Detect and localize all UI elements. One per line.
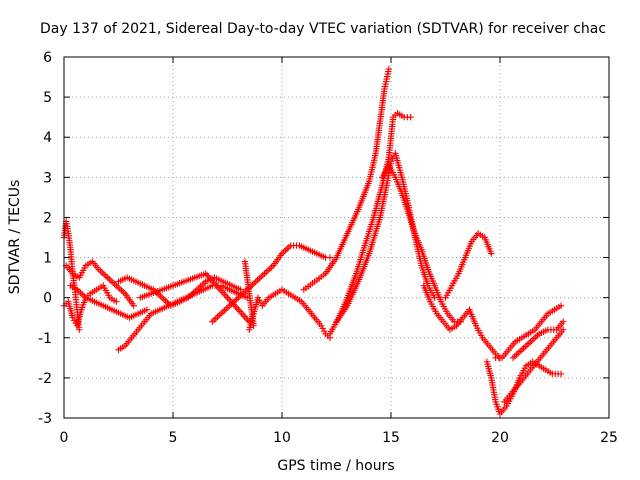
data-point bbox=[557, 302, 565, 309]
plot-frame bbox=[63, 56, 610, 419]
y-tick-label: -2 bbox=[38, 371, 52, 387]
x-tick-label: 20 bbox=[491, 430, 509, 446]
y-tick-label: 0 bbox=[43, 291, 52, 307]
satellite-track-19 bbox=[501, 326, 567, 406]
satellite-track-9 bbox=[246, 286, 334, 341]
y-axis-label: SDTVAR / TECUs bbox=[7, 180, 23, 295]
y-tick-labels: -3 -2 -1 0 1 2 3 4 5 6 bbox=[38, 50, 52, 427]
satellite-track-17 bbox=[483, 358, 565, 418]
satellite-track-13 bbox=[333, 150, 438, 325]
x-tick-label: 10 bbox=[273, 430, 291, 446]
data-point bbox=[326, 254, 334, 261]
satellite-track-20 bbox=[509, 318, 567, 362]
x-tick-labels: 0 5 10 15 20 25 bbox=[60, 430, 618, 446]
x-axis-label: GPS time / hours bbox=[277, 458, 394, 474]
x-tick-label: 15 bbox=[382, 430, 400, 446]
y-tick-label: 4 bbox=[43, 130, 52, 146]
y-tick-label: 3 bbox=[43, 170, 52, 186]
satellite-track-16 bbox=[442, 230, 495, 301]
data-point bbox=[113, 298, 120, 305]
satellite-track-4 bbox=[67, 282, 151, 321]
data-point bbox=[560, 318, 567, 325]
y-tick-label: -3 bbox=[38, 411, 52, 427]
satellite-track-12 bbox=[326, 109, 414, 337]
x-tick-label: 5 bbox=[169, 430, 178, 446]
y-tick-label: 6 bbox=[43, 50, 52, 66]
data-point bbox=[385, 65, 393, 73]
y-tick-label: 5 bbox=[43, 90, 52, 106]
satellite-track-15 bbox=[420, 282, 504, 362]
axis-ticks bbox=[63, 56, 610, 419]
data-point bbox=[143, 306, 151, 313]
data-point bbox=[431, 294, 438, 301]
satellite-track-2 bbox=[60, 282, 120, 329]
data-points bbox=[60, 65, 567, 418]
data-point bbox=[407, 113, 414, 121]
satellite-track-10 bbox=[241, 258, 257, 329]
data-point bbox=[557, 370, 565, 378]
satellite-track-14 bbox=[379, 162, 464, 325]
grid-lines bbox=[64, 57, 609, 418]
satellite-track-7 bbox=[137, 270, 253, 325]
data-point bbox=[560, 326, 567, 333]
y-tick-label: 2 bbox=[43, 210, 52, 226]
satellite-track-8 bbox=[209, 242, 334, 325]
data-point bbox=[130, 302, 137, 309]
chart-title: Day 137 of 2021, Sidereal Day-to-day VTE… bbox=[40, 21, 606, 37]
data-point bbox=[250, 322, 257, 329]
satellite-track-3 bbox=[62, 258, 137, 309]
data-point bbox=[488, 250, 495, 257]
data-point bbox=[237, 286, 244, 293]
x-tick-label: 25 bbox=[600, 430, 618, 446]
satellite-track-18 bbox=[492, 302, 565, 362]
x-tick-label: 0 bbox=[60, 430, 69, 446]
y-tick-label: 1 bbox=[43, 251, 52, 267]
data-point bbox=[76, 326, 83, 333]
y-tick-label: -1 bbox=[38, 331, 52, 347]
satellite-track-11 bbox=[300, 65, 393, 293]
